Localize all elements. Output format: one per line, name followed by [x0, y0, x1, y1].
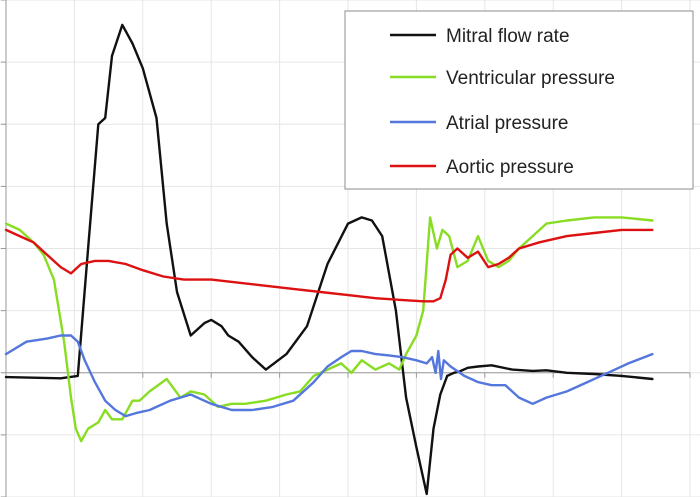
- legend-label-mitral-flow-rate: Mitral flow rate: [446, 26, 570, 47]
- series-line-mitral-flow-rate: [4, 23, 654, 496]
- series-line-aortic-pressure: [4, 228, 654, 303]
- series-line-atrial-pressure: [4, 334, 654, 418]
- legend-label-aortic-pressure: Aortic pressure: [446, 157, 574, 178]
- series-line-ventricular-pressure: [4, 216, 654, 443]
- plot-lines: [4, 23, 654, 496]
- legend-label-atrial-pressure: Atrial pressure: [446, 113, 569, 134]
- legend-box: [344, 10, 694, 190]
- legend: Mitral flow rate Ventricular pressure At…: [344, 10, 694, 190]
- legend-label-ventricular-pressure: Ventricular pressure: [446, 68, 615, 89]
